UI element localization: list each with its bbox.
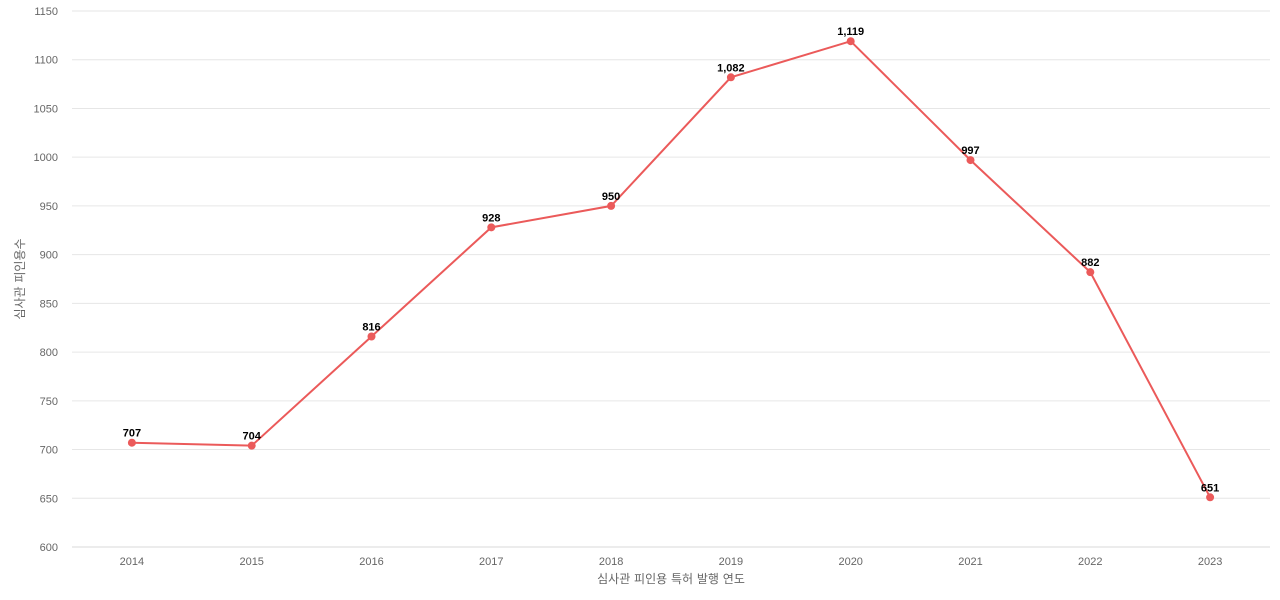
y-tick-label: 750 [40, 396, 58, 408]
data-label: 997 [961, 145, 979, 157]
y-tick-label: 900 [40, 250, 58, 262]
x-tick-label: 2018 [599, 556, 623, 568]
x-tick-label: 2015 [239, 556, 263, 568]
data-point [726, 73, 735, 82]
y-tick-label: 850 [40, 298, 58, 310]
y-tick-label: 600 [40, 542, 58, 554]
y-tick-label: 1000 [34, 152, 58, 164]
data-label: 882 [1081, 257, 1099, 269]
data-label: 950 [602, 191, 620, 203]
data-point [966, 156, 975, 165]
data-points [127, 37, 1215, 502]
data-point [1206, 493, 1215, 502]
x-tick-label: 2022 [1078, 556, 1102, 568]
data-label: 816 [362, 321, 380, 333]
x-axis-ticks: 2014 2015 2016 2017 2018 2019 2020 2021 2022 2023 [120, 556, 1223, 568]
data-labels: 707 704 816 928 950 1,082 1,119 997 882 651 [123, 26, 1220, 494]
x-tick-label: 2021 [958, 556, 982, 568]
series-line [131, 40, 1211, 498]
x-tick-label: 2014 [120, 556, 144, 568]
x-tick-label: 2023 [1198, 556, 1222, 568]
x-axis-title: 심사관 피인용 특허 발행 연도 [597, 571, 745, 586]
y-axis-title: 심사관 피인용수 [13, 238, 27, 319]
x-tick-label: 2020 [838, 556, 862, 568]
y-tick-label: 800 [40, 347, 58, 359]
data-point [367, 332, 376, 341]
data-label: 707 [123, 428, 141, 440]
data-point [846, 37, 855, 46]
x-tick-label: 2017 [479, 556, 503, 568]
x-tick-label: 2019 [719, 556, 743, 568]
data-label: 1,082 [717, 62, 745, 74]
data-point [487, 223, 496, 232]
data-point [127, 438, 136, 447]
data-point [247, 441, 256, 450]
y-tick-label: 700 [40, 445, 58, 457]
y-tick-label: 650 [40, 493, 58, 505]
grid-lines [72, 10, 1270, 499]
data-label: 651 [1201, 482, 1219, 494]
data-point [607, 201, 616, 210]
y-tick-label: 1150 [34, 6, 58, 18]
x-tick-label: 2016 [359, 556, 383, 568]
y-tick-label: 1050 [34, 103, 58, 115]
y-tick-label: 1100 [34, 55, 58, 67]
data-point [1086, 268, 1095, 277]
data-label: 928 [482, 212, 500, 224]
data-label: 1,119 [837, 26, 864, 38]
data-label: 704 [243, 431, 262, 443]
y-axis-ticks: 600 650 700 750 800 850 900 950 1000 1050 1100 1150 [34, 6, 58, 554]
y-tick-label: 950 [40, 201, 58, 213]
